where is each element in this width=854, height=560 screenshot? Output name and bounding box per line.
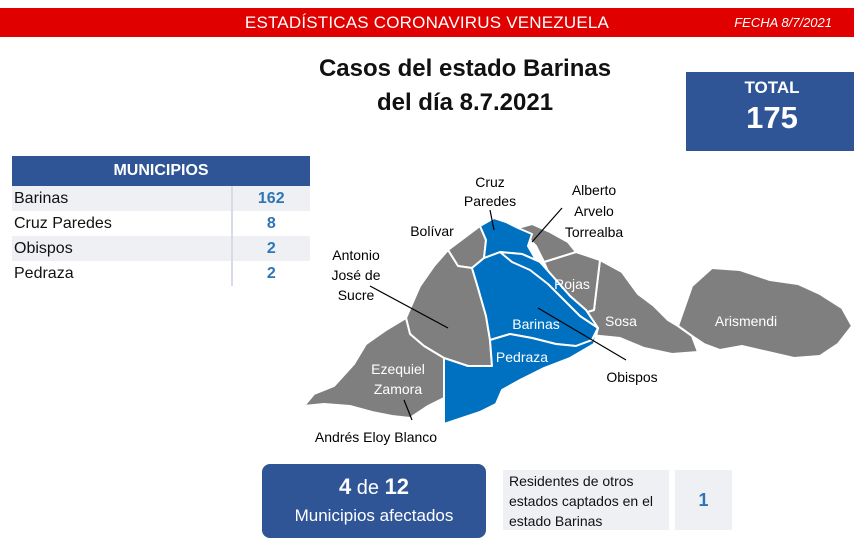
table-row: Barinas 162: [12, 186, 310, 211]
affected-total: 12: [384, 474, 410, 499]
table-row: Cruz Paredes 8: [12, 211, 310, 236]
table-header: MUNICIPIOS: [12, 156, 310, 186]
residents-line-2: estados captados en el: [509, 493, 653, 509]
page-title-line-1: Casos del estado Barinas: [318, 55, 612, 82]
label-alberto-1: Alberto: [572, 182, 617, 198]
label-alberto-3: Torrealba: [565, 224, 624, 240]
municipality-name: Barinas: [14, 190, 69, 207]
table-row: Obispos 2: [12, 236, 310, 261]
page-title-line-2: del día 8.7.2021: [376, 89, 554, 116]
total-box: TOTAL 175: [686, 72, 854, 151]
region-arismendi: [677, 267, 853, 359]
label-cruz-paredes-2: Paredes: [464, 193, 516, 209]
label-obispos: Obispos: [606, 369, 657, 385]
affected-of: de: [356, 477, 379, 499]
affected-count: 4: [338, 474, 352, 499]
label-antonio-2: José de: [331, 267, 380, 283]
label-ezequiel-1: Ezequiel: [371, 361, 425, 377]
top-banner: ESTADÍSTICAS CORONAVIRUS VENEZUELA FECHA…: [0, 8, 854, 37]
municipalities-table: MUNICIPIOS Barinas 162 Cruz Paredes 8 Ob…: [12, 156, 310, 286]
label-cruz-paredes-1: Cruz: [475, 174, 505, 190]
municipality-cases: 162: [230, 186, 310, 211]
leader-lines: [369, 207, 627, 421]
banner-title: ESTADÍSTICAS CORONAVIRUS VENEZUELA: [244, 13, 610, 32]
page-title: Casos del estado Barinas del día 8.7.202…: [265, 52, 665, 120]
label-alberto-2: Arvelo: [574, 203, 614, 219]
municipality-name: Pedraza: [14, 265, 74, 282]
label-barinas: Barinas: [512, 316, 559, 332]
municipality-name: Cruz Paredes: [14, 215, 112, 232]
label-sosa: Sosa: [605, 313, 637, 329]
residents-line-3: estado Barinas: [509, 513, 603, 529]
municipality-cases: 2: [230, 236, 310, 261]
residents-line-1: Residentes de otros: [509, 473, 634, 489]
total-label: TOTAL: [744, 78, 800, 97]
map-svg: Cruz Paredes Alberto Arvelo Torrealba Bo…: [303, 174, 853, 445]
table-row: Pedraza 2: [12, 261, 310, 286]
label-antonio-3: Sucre: [338, 287, 375, 303]
label-antonio-1: Antonio: [332, 247, 380, 263]
total-value: 175: [746, 100, 798, 135]
label-pedraza: Pedraza: [496, 349, 548, 365]
banner-date: FECHA 8/7/2021: [734, 15, 832, 30]
label-andres-eloy-blanco: Andrés Eloy Blanco: [315, 429, 437, 445]
residents-value: 1: [675, 470, 732, 530]
label-arismendi: Arismendi: [715, 313, 777, 329]
barinas-map: Cruz Paredes Alberto Arvelo Torrealba Bo…: [300, 168, 854, 458]
label-rojas: Rojas: [554, 276, 590, 292]
label-bolivar: Bolívar: [410, 223, 454, 239]
residents-text-box: Residentes de otros estados captados en …: [503, 470, 669, 530]
label-ezequiel-2: Zamora: [374, 381, 422, 397]
municipality-cases: 2: [230, 261, 310, 286]
region-ezequiel-zamora: [303, 317, 445, 419]
affected-municipalities-box: 4 de 12 Municipios afectados: [262, 464, 486, 538]
region-sosa: [567, 259, 699, 355]
municipality-cases: 8: [230, 211, 310, 236]
municipality-name: Obispos: [14, 240, 73, 257]
affected-count-line: 4 de 12: [262, 474, 486, 500]
affected-label: Municipios afectados: [294, 506, 454, 525]
region-pedraza: [443, 327, 599, 425]
